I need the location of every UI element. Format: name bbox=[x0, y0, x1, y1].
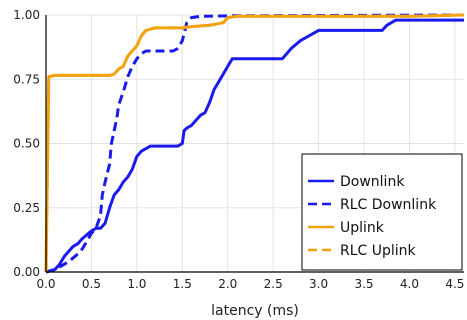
legend-label: RLC Downlink bbox=[340, 197, 437, 213]
legend-label: Downlink bbox=[340, 174, 405, 190]
y-tick-label: 1.00 bbox=[13, 8, 40, 22]
x-tick-label: 1.5 bbox=[173, 277, 192, 291]
series-layer bbox=[44, 13, 465, 274]
x-tick-label: 2.0 bbox=[218, 277, 237, 291]
y-tick-label: 0.25 bbox=[13, 201, 40, 215]
x-tick-label: 0.5 bbox=[82, 277, 101, 291]
x-tick-label: 3.5 bbox=[354, 277, 373, 291]
x-tick-label: 4.0 bbox=[400, 277, 419, 291]
y-tick-labels: 0.00 0.25 0.50 0.75 1.00 bbox=[13, 8, 40, 279]
legend-label: Uplink bbox=[340, 220, 385, 236]
series-line-rlc-downlink bbox=[45, 13, 465, 274]
x-tick-label: 2.5 bbox=[264, 277, 283, 291]
series-line-uplink bbox=[44, 13, 465, 273]
series-line-downlink bbox=[45, 18, 464, 274]
x-tick-labels: 0.0 0.5 1.0 1.5 2.0 2.5 3.0 3.5 4.0 4.5 bbox=[36, 277, 464, 291]
legend: Downlink RLC Downlink Uplink RLC Uplink bbox=[301, 153, 463, 271]
y-tick-label: 0.75 bbox=[13, 72, 40, 86]
y-tick-label: 0.50 bbox=[13, 137, 40, 151]
x-axis-label: latency (ms) bbox=[211, 303, 299, 319]
y-tick-label: 0.00 bbox=[13, 265, 40, 279]
legend-label: RLC Uplink bbox=[340, 243, 417, 259]
x-tick-label: 3.0 bbox=[309, 277, 328, 291]
x-tick-label: 4.5 bbox=[445, 277, 464, 291]
x-tick-label: 1.0 bbox=[127, 277, 146, 291]
x-tick-label: 0.0 bbox=[36, 277, 55, 291]
